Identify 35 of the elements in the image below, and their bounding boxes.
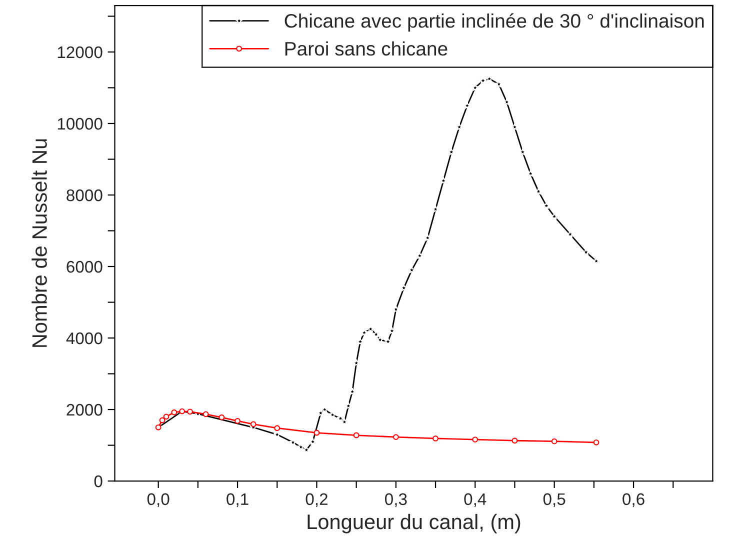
point	[432, 436, 438, 442]
x-tick-label: 0,2	[306, 493, 328, 508]
x-tick-label: 0,3	[384, 493, 407, 508]
x-tick-label: 0,6	[622, 493, 644, 508]
x-axis-title: Longueur du canal, (m)	[308, 514, 520, 534]
point	[353, 432, 360, 438]
y-tick-label: 4000	[66, 332, 102, 344]
y-tick-label: 2000	[66, 404, 102, 416]
point	[171, 409, 178, 416]
y-tick-label: 10000	[58, 118, 102, 130]
y-tick-label: 12000	[58, 46, 102, 58]
point	[392, 434, 399, 440]
point	[218, 414, 225, 420]
point	[512, 438, 518, 444]
y-axis-title: Nombre de Nusselt Nu	[32, 139, 47, 347]
x-tick-label: 0,5	[543, 493, 566, 508]
y-tick-label: 8000	[66, 189, 102, 202]
legend-label: Chicane avec partie inclinée de 30 ° d'inclinaison	[284, 13, 704, 32]
y-tick-label: 0	[94, 475, 102, 488]
point	[159, 417, 166, 424]
x-tick-label: 0,0	[147, 493, 170, 508]
point	[314, 430, 320, 436]
point	[551, 438, 558, 444]
point	[274, 425, 280, 432]
point	[163, 414, 170, 420]
point	[202, 411, 209, 418]
point	[472, 436, 478, 442]
legend-label: Paroi sans chicane	[285, 41, 448, 56]
point	[250, 421, 256, 428]
point	[234, 418, 240, 424]
point	[593, 439, 600, 446]
x-tick-label: 0,1	[226, 493, 248, 508]
x-tick-label: 0,4	[464, 493, 486, 508]
y-tick-label: 6000	[66, 260, 102, 273]
point	[187, 408, 193, 415]
